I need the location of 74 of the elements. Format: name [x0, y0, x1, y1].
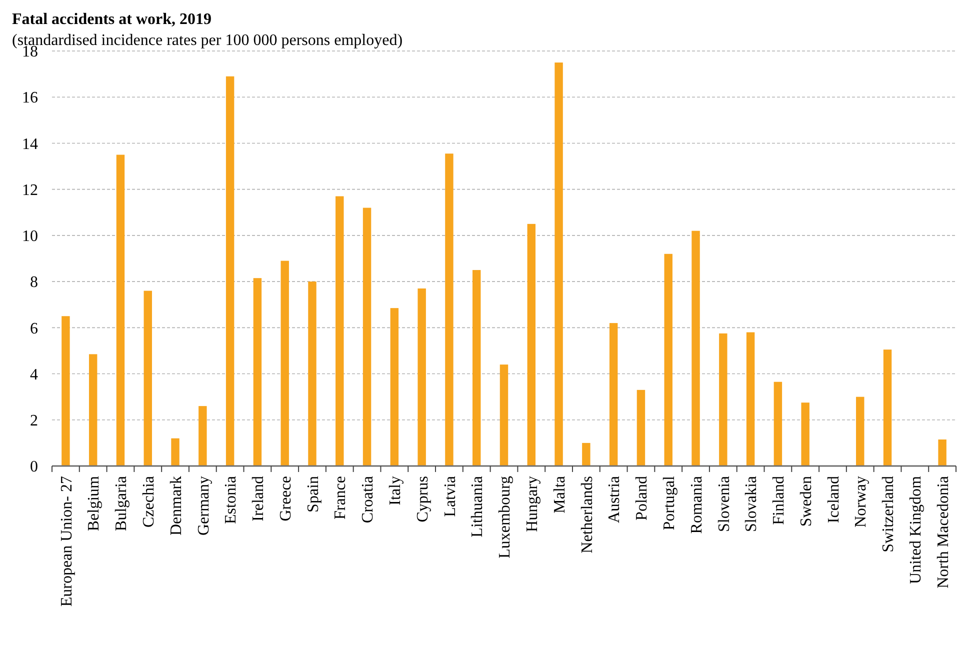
bar — [692, 230, 700, 466]
x-tick-label: Lithuania — [469, 476, 486, 538]
x-tick-label: Germany — [195, 476, 212, 536]
x-tick-label: Ireland — [250, 476, 268, 522]
x-tick-label: Romania — [688, 476, 706, 534]
x-tick-label: North Macedonia — [934, 476, 952, 588]
x-tick-label: Portugal — [660, 475, 678, 530]
bar — [664, 254, 672, 466]
y-tick-label: 2 — [30, 412, 38, 430]
x-tick-label: Latvia — [442, 476, 459, 517]
x-tick-label: Luxembourg — [496, 476, 514, 558]
bar — [938, 439, 946, 466]
x-tick-label: Belgium — [86, 475, 103, 532]
bar — [636, 390, 646, 466]
x-tick-label: Switzerland — [880, 476, 898, 552]
bar — [719, 333, 728, 466]
bar — [582, 442, 590, 466]
x-tick-label: Bulgaria — [113, 476, 130, 532]
bar — [856, 396, 864, 466]
y-tick-label: 14 — [22, 136, 38, 153]
x-tick-label: France — [332, 476, 350, 520]
x-tick-label: Austria — [606, 476, 624, 524]
x-tick-label: Netherlands — [578, 476, 596, 554]
bar — [253, 278, 262, 466]
x-tick-label: Italy — [387, 476, 404, 506]
bar — [198, 406, 207, 466]
x-tick-label: Iceland — [825, 476, 842, 524]
x-tick-label: Denmark — [168, 476, 185, 536]
y-tick-label: 8 — [30, 274, 38, 292]
x-tick-label: Malta — [551, 476, 568, 514]
x-tick-label: United Kingdom — [908, 475, 925, 584]
bar — [500, 364, 508, 466]
x-tick-label: Cyprus — [414, 476, 432, 522]
bar — [554, 62, 563, 466]
bar — [390, 308, 399, 466]
x-tick-label: Poland — [634, 476, 651, 520]
x-tick-label: Czechia — [140, 476, 158, 528]
bar — [609, 323, 618, 466]
y-tick-label: 12 — [22, 182, 38, 199]
bar — [144, 290, 152, 466]
x-tick-label: Finland — [770, 476, 788, 525]
x-tick-label: Croatia — [360, 476, 377, 524]
x-tick-label: Spain — [304, 476, 322, 512]
x-tick-label: Estonia — [222, 476, 240, 524]
y-tick-label: 6 — [30, 320, 38, 338]
bar — [801, 402, 810, 466]
x-tick-label: Slovenia — [716, 476, 733, 532]
bar — [171, 438, 180, 466]
bar — [746, 332, 755, 466]
bar — [472, 270, 481, 466]
x-tick-label: Slovakia — [743, 476, 760, 532]
bar — [527, 224, 536, 466]
bar — [62, 316, 70, 466]
x-tick-label: Sweden — [798, 476, 815, 527]
bar — [883, 350, 892, 466]
bar — [362, 208, 372, 466]
bar — [280, 260, 289, 466]
bar — [116, 154, 125, 466]
x-tick-label: Norway — [852, 476, 870, 528]
x-tick-label: European Union- 27 — [58, 476, 76, 607]
y-tick-label: 16 — [22, 90, 38, 107]
y-tick-label: 0 — [30, 458, 38, 476]
bar — [418, 288, 426, 466]
bar — [445, 154, 454, 466]
y-tick-label: 4 — [30, 366, 38, 384]
y-tick-label: 10 — [22, 228, 38, 246]
bar — [88, 354, 98, 466]
bar — [226, 76, 234, 466]
x-tick-label: Greece — [277, 476, 294, 522]
x-tick-label: Hungary — [524, 476, 541, 532]
bar — [308, 282, 316, 466]
bar — [774, 382, 782, 466]
bar — [336, 196, 344, 466]
chart-title: Fatal accidents at work, 2019 — [12, 11, 212, 28]
